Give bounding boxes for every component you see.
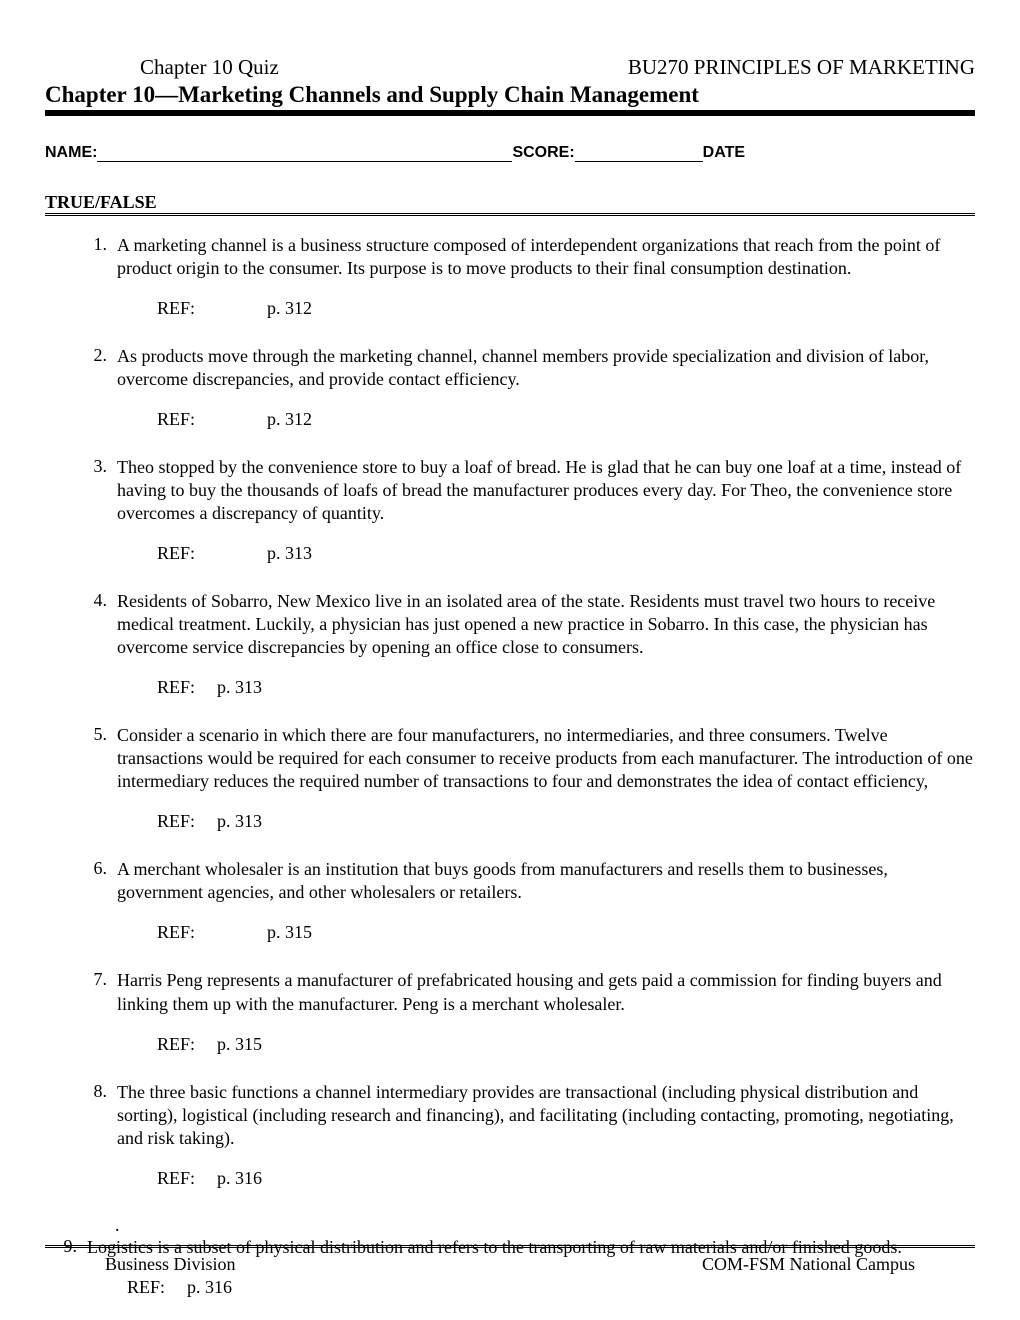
question-body: Residents of Sobarro, New Mexico live in…	[117, 590, 975, 716]
ref-label: REF:	[157, 922, 267, 943]
question-number: 6.	[85, 858, 117, 961]
ref-label: REF:	[157, 677, 217, 698]
question-item: 7.Harris Peng represents a manufacturer …	[85, 969, 975, 1072]
question-body: A marketing channel is a business struct…	[117, 234, 975, 337]
question-text: The three basic functions a channel inte…	[117, 1081, 975, 1150]
section-rule	[45, 213, 975, 216]
score-blank[interactable]	[575, 144, 703, 162]
stray-dot: .	[115, 1215, 975, 1236]
ref-row: REF:p. 313	[117, 811, 975, 832]
date-label: DATE	[703, 144, 745, 162]
question-body: A merchant wholesaler is an institution …	[117, 858, 975, 961]
question-text: Residents of Sobarro, New Mexico live in…	[117, 590, 975, 659]
ref-value: p. 316	[217, 1168, 262, 1189]
question-item: 8.The three basic functions a channel in…	[85, 1081, 975, 1207]
question-text: Harris Peng represents a manufacturer of…	[117, 969, 975, 1015]
question-item: 3.Theo stopped by the convenience store …	[85, 456, 975, 582]
question-text: A marketing channel is a business struct…	[117, 234, 975, 280]
name-label: NAME:	[45, 144, 97, 162]
footer-right-text: COM-FSM National Campus	[702, 1254, 915, 1275]
page-footer: Business Division COM-FSM National Campu…	[45, 1245, 975, 1275]
question-number: 8.	[85, 1081, 117, 1207]
question-body: Harris Peng represents a manufacturer of…	[117, 969, 975, 1072]
ref-row: REF:p. 315	[117, 922, 975, 943]
question-item: 5.Consider a scenario in which there are…	[85, 724, 975, 850]
ref-row: REF:p. 315	[117, 1034, 975, 1055]
name-blank[interactable]	[97, 144, 512, 162]
question-item: 4.Residents of Sobarro, New Mexico live …	[85, 590, 975, 716]
page-header: Chapter 10 Quiz BU270 PRINCIPLES OF MARK…	[45, 55, 975, 80]
ref-row: REF:p. 312	[117, 409, 975, 430]
header-right-text: BU270 PRINCIPLES OF MARKETING	[628, 55, 975, 80]
question-text: A merchant wholesaler is an institution …	[117, 858, 975, 904]
question-number: 1.	[85, 234, 117, 337]
ref-label: REF:	[157, 409, 267, 430]
ref-value: p. 313	[217, 811, 262, 832]
score-label: SCORE:	[512, 144, 574, 162]
ref-value: p. 315	[267, 922, 312, 943]
question-body: As products move through the marketing c…	[117, 345, 975, 448]
question-number: 4.	[85, 590, 117, 716]
ref-value: p. 313	[217, 677, 262, 698]
question-number: 7.	[85, 969, 117, 1072]
ref-row: REF:p. 313	[117, 543, 975, 564]
question-number: 3.	[85, 456, 117, 582]
ref-label: REF:	[157, 298, 267, 319]
ref-label: REF:	[157, 1034, 217, 1055]
question-body: Theo stopped by the convenience store to…	[117, 456, 975, 582]
title-rule	[45, 110, 975, 116]
ref-value: p. 315	[217, 1034, 262, 1055]
ref-label: REF:	[157, 811, 217, 832]
footer-left-text: Business Division	[105, 1254, 236, 1275]
name-score-date-line: NAME: SCORE: DATE	[45, 144, 975, 162]
ref-row: REF:p. 312	[117, 298, 975, 319]
questions-list: 1.A marketing channel is a business stru…	[45, 234, 975, 1316]
question-item: 1.A marketing channel is a business stru…	[85, 234, 975, 337]
question-item: 6.A merchant wholesaler is an institutio…	[85, 858, 975, 961]
question-text: Consider a scenario in which there are f…	[117, 724, 975, 793]
ref-row: REF:p. 313	[117, 677, 975, 698]
question-number: 5.	[85, 724, 117, 850]
header-left-text: Chapter 10 Quiz	[140, 55, 279, 80]
ref-label: REF:	[157, 1168, 217, 1189]
question-text: Theo stopped by the convenience store to…	[117, 456, 975, 525]
question-text: As products move through the marketing c…	[117, 345, 975, 391]
ref-value: p. 316	[187, 1277, 232, 1298]
question-number: 2.	[85, 345, 117, 448]
ref-label: REF:	[127, 1277, 187, 1298]
question-body: The three basic functions a channel inte…	[117, 1081, 975, 1207]
ref-label: REF:	[157, 543, 267, 564]
question-item: 2.As products move through the marketing…	[85, 345, 975, 448]
ref-value: p. 313	[267, 543, 312, 564]
ref-value: p. 312	[267, 298, 312, 319]
footer-rule	[45, 1245, 975, 1248]
ref-row: REF:p. 316	[87, 1277, 975, 1298]
section-heading-true-false: TRUE/FALSE	[45, 192, 975, 213]
ref-row: REF:p. 316	[117, 1168, 975, 1189]
chapter-title: Chapter 10—Marketing Channels and Supply…	[45, 82, 975, 108]
question-body: Consider a scenario in which there are f…	[117, 724, 975, 850]
ref-value: p. 312	[267, 409, 312, 430]
